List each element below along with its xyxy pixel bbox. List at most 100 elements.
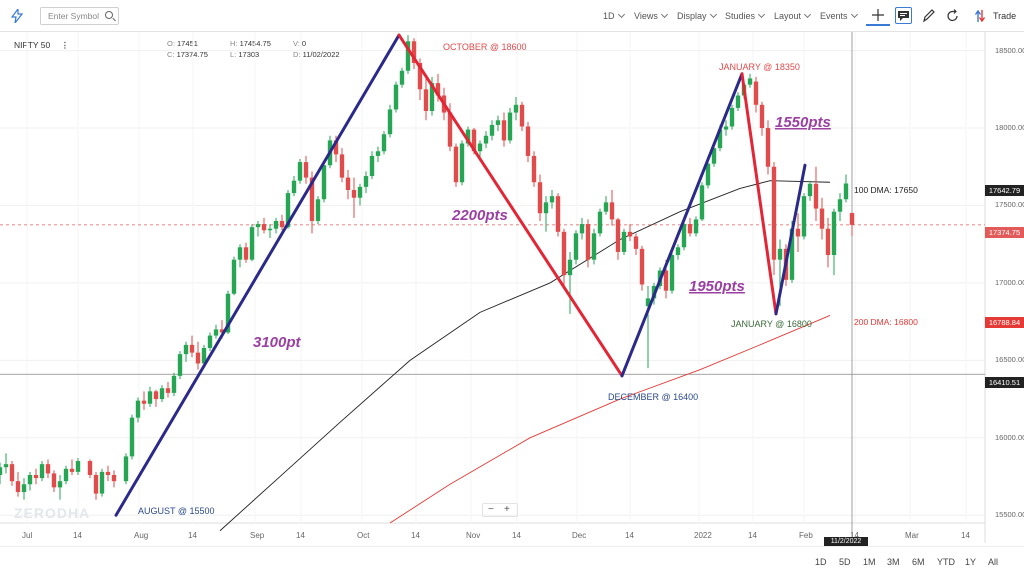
dma200-price-tag: 16788.84 [985, 317, 1024, 328]
candle-body [501, 120, 507, 141]
trade-button[interactable]: Trade [975, 8, 1016, 24]
annotation-december: DECEMBER @ 16400 [608, 392, 698, 402]
zoom-out-button[interactable]: − [488, 504, 494, 515]
events-dropdown[interactable]: Events [820, 0, 858, 32]
candle-body [303, 162, 309, 178]
candle-body [375, 151, 381, 156]
annotation-dma100: 100 DMA: 17650 [854, 185, 918, 195]
range-6m[interactable]: 6M [912, 557, 925, 567]
candle-body [123, 456, 129, 482]
range-1m[interactable]: 1M [863, 557, 876, 567]
candle-body [423, 89, 429, 111]
display-dropdown[interactable]: Display [677, 0, 717, 32]
crosshair-price-tag: 16410.51 [985, 377, 1024, 388]
x-tick-label: 14 [625, 531, 634, 540]
legend-low: L: 17303 [230, 50, 260, 59]
candle-body [261, 224, 267, 231]
trade-label: Trade [993, 11, 1017, 21]
zoom-controls: − + [482, 503, 518, 517]
candle-body [255, 224, 261, 228]
candle-body [363, 176, 369, 187]
candle-body [417, 62, 423, 90]
x-tick-label: 14 [512, 531, 521, 540]
candle-body [849, 213, 855, 225]
move-label-3100: 3100pt [253, 334, 302, 351]
candle-body [633, 236, 639, 249]
candle-body [591, 233, 597, 260]
candle-body [183, 344, 189, 355]
candle-body [267, 228, 273, 231]
x-tick-label: 14 [850, 531, 859, 540]
candle-body [111, 474, 117, 482]
interval-label: 1D [603, 11, 615, 21]
legend-menu-icon[interactable]: ⋮ [60, 40, 70, 50]
candle-body [33, 474, 39, 479]
top-toolbar: Enter Symbol 1D Views Display Studies La… [0, 0, 1024, 32]
pencil-icon[interactable] [922, 8, 936, 23]
candle-body [789, 228, 795, 280]
range-ytd[interactable]: YTD [937, 557, 955, 567]
candle-body [627, 231, 633, 237]
move-label-1550: 1550pts [775, 114, 831, 131]
candle-body [27, 474, 33, 485]
x-tick-label: Aug [134, 531, 149, 540]
range-1d[interactable]: 1D [815, 557, 827, 567]
legend-date: D: 11/02/2022 [293, 50, 340, 59]
candle-body [669, 255, 675, 291]
candle-body [663, 270, 669, 291]
candle-body [333, 140, 339, 155]
search-icon[interactable] [105, 11, 113, 19]
studies-label: Studies [725, 11, 756, 21]
symbol-search-input[interactable]: Enter Symbol [40, 7, 119, 25]
candle-body [273, 220, 279, 229]
symbol-legend: NIFTY 50 ⋮ [14, 40, 69, 51]
candle-body [459, 143, 465, 183]
candle-body [813, 183, 819, 209]
range-all[interactable]: All [988, 557, 999, 567]
range-3m[interactable]: 3M [887, 557, 900, 567]
interval-dropdown[interactable]: 1D [603, 0, 625, 32]
candle-body [75, 461, 81, 472]
comment-button[interactable] [895, 7, 912, 24]
candle-body [831, 211, 837, 256]
views-dropdown[interactable]: Views [634, 0, 668, 32]
candle-body [279, 220, 285, 228]
y-tick-label: 16000.00 [995, 432, 1024, 442]
candle-body [801, 196, 807, 237]
lightning-icon[interactable] [11, 9, 23, 23]
candle-body [57, 481, 63, 488]
candle-body [531, 155, 537, 183]
x-tick-label: Feb [799, 531, 813, 540]
candle-body [765, 128, 771, 167]
candle-body [171, 375, 177, 393]
crosshair-button[interactable] [866, 6, 890, 26]
range-1y[interactable]: 1Y [965, 557, 977, 567]
candle-body [387, 109, 393, 135]
candle-body [681, 224, 687, 248]
zoom-in-button[interactable]: + [504, 504, 510, 515]
candle-body [147, 391, 153, 404]
refresh-icon[interactable] [946, 8, 960, 23]
range-5d[interactable]: 5D [839, 557, 851, 567]
annotation-october: OCTOBER @ 18600 [443, 42, 527, 52]
candle-body [9, 464, 15, 482]
studies-dropdown[interactable]: Studies [725, 0, 766, 32]
x-tick-label: 14 [961, 531, 970, 540]
y-tick-label: 18500.00 [995, 45, 1024, 55]
x-tick-label: Jul [22, 531, 33, 540]
annotation-dma200: 200 DMA: 16800 [854, 317, 918, 327]
layout-dropdown[interactable]: Layout [774, 0, 812, 32]
candle-body [435, 83, 441, 96]
candle-body [339, 154, 345, 178]
candle-body [69, 468, 75, 472]
candle-body [615, 219, 621, 252]
candle-body [99, 471, 105, 494]
trade-arrows-icon [975, 9, 985, 23]
candle-body [63, 468, 69, 482]
candle-body [567, 259, 573, 276]
candle-body [135, 400, 141, 418]
candle-body [39, 464, 45, 479]
x-tick-label: 14 [188, 531, 197, 540]
candle-body [237, 247, 243, 260]
